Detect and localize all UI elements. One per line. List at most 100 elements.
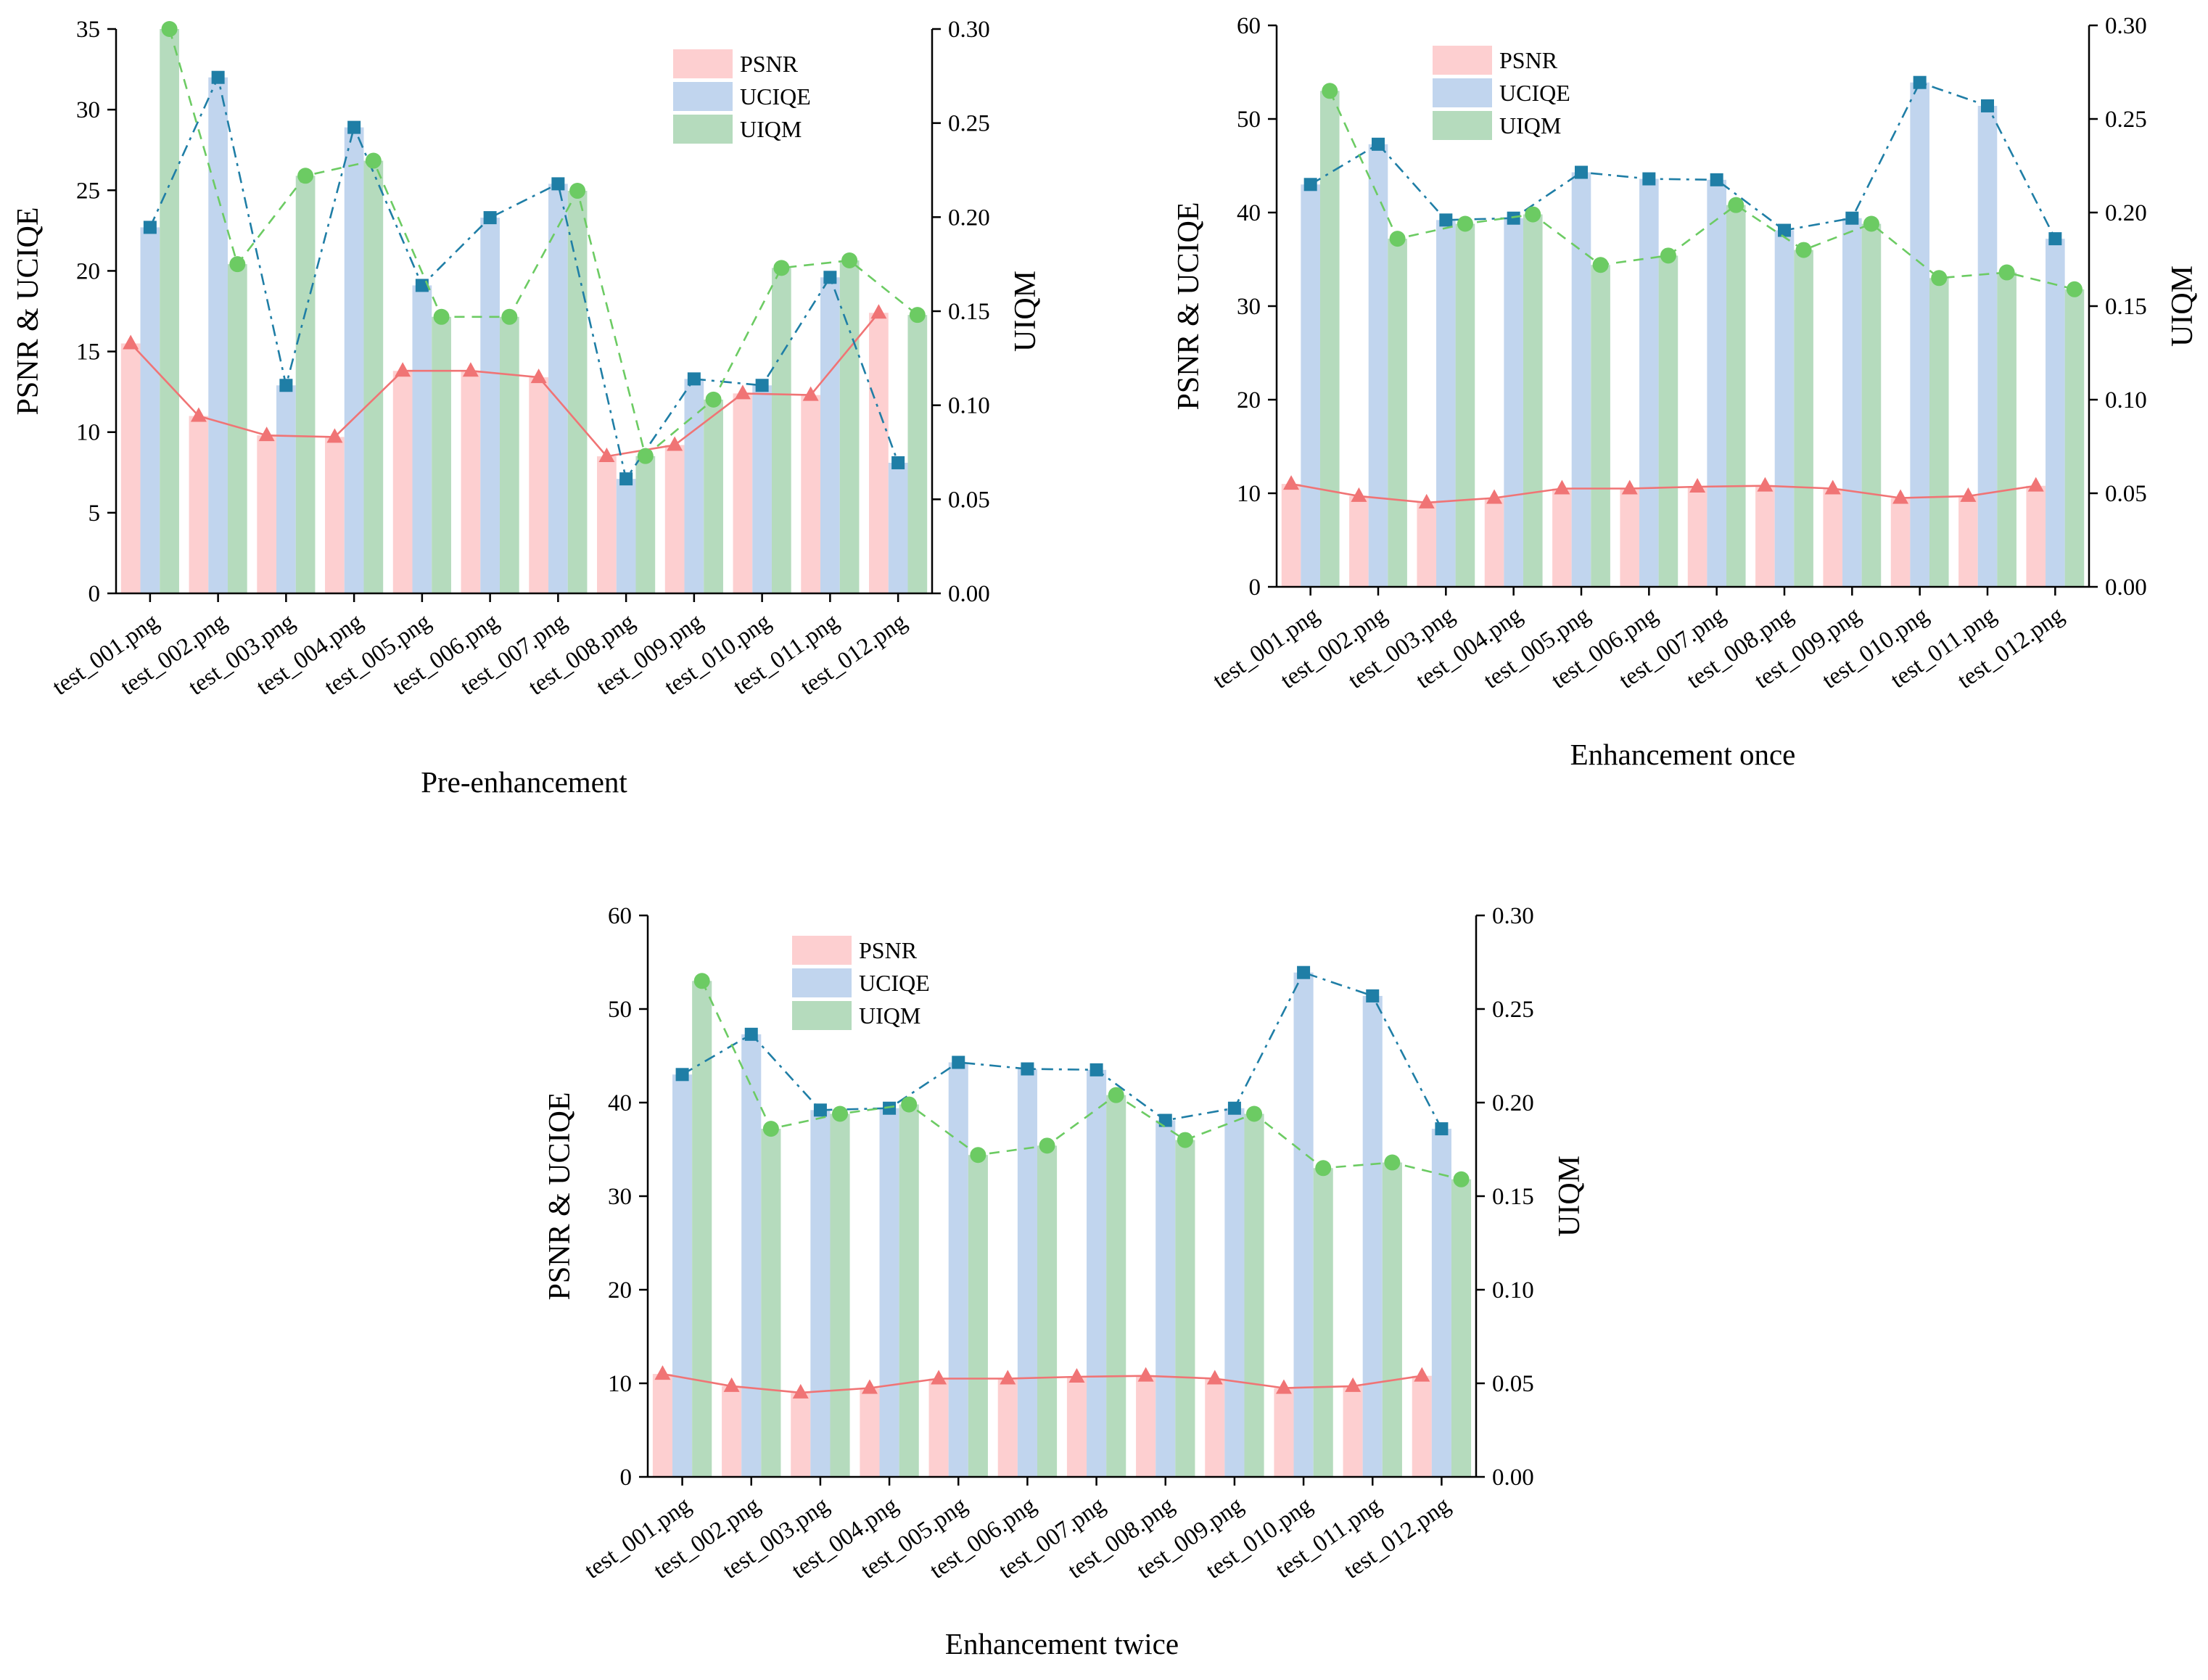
- y-left-tick-label: 25: [76, 178, 100, 204]
- psnr-bar: [1066, 1376, 1087, 1477]
- uiqm-bar: [839, 260, 860, 593]
- ucique-point: [1439, 213, 1453, 227]
- uiqm-point: [501, 308, 518, 325]
- ucique-bar: [684, 379, 704, 593]
- psnr-bar: [664, 445, 685, 593]
- uiqm-legend-swatch: [673, 115, 733, 144]
- uiqm-bar: [1106, 1095, 1126, 1477]
- psnr-bar: [529, 377, 549, 593]
- ucique-point: [211, 70, 225, 84]
- y-left-tick-label: 30: [1237, 294, 1261, 320]
- y-left-tick-label: 30: [608, 1184, 632, 1210]
- uiqm-point: [762, 1121, 779, 1137]
- psnr-point: [1486, 489, 1503, 504]
- y-right-tick-label: 0.30: [1492, 903, 1534, 929]
- y-axis-left-title: PSNR & UCIQE: [1172, 202, 1206, 410]
- uiqm-bar: [1523, 214, 1543, 588]
- ucique-bar: [810, 1110, 831, 1477]
- uiqm-point: [1246, 1105, 1263, 1122]
- y-left-tick-label: 5: [88, 501, 101, 527]
- uiqm-bar: [1658, 255, 1678, 587]
- ucique-legend-label: UCIQE: [859, 970, 930, 996]
- ucique-point: [483, 211, 497, 225]
- uiqm-bar: [567, 191, 588, 593]
- psnr-bar: [1343, 1385, 1363, 1477]
- uiqm-point: [1592, 257, 1609, 273]
- psnr-point: [1689, 477, 1706, 493]
- y-right-tick-label: 0.10: [1492, 1277, 1534, 1304]
- ucique-point: [675, 1068, 689, 1082]
- uiqm-bar: [1861, 223, 1882, 587]
- psnr-legend-label: PSNR: [1499, 47, 1558, 73]
- psnr-bar: [1412, 1375, 1432, 1477]
- ucique-bar: [1774, 230, 1795, 587]
- ucique-point: [1507, 211, 1520, 225]
- ucique-point: [1158, 1113, 1172, 1127]
- psnr-line: [662, 1372, 1422, 1394]
- ucique-point: [1227, 1101, 1241, 1115]
- uiqm-bar: [1997, 272, 2017, 587]
- uiqm-line: [168, 28, 918, 458]
- uiqm-legend-swatch: [1433, 111, 1492, 140]
- ucique-point: [619, 472, 633, 486]
- y-right-tick-label: 0.25: [948, 111, 990, 137]
- psnr-bar: [722, 1385, 742, 1477]
- uiqm-point: [1389, 231, 1406, 247]
- psnr-point: [667, 436, 683, 451]
- ucique-legend-label: UCIQE: [740, 83, 811, 110]
- uiqm-point: [1322, 83, 1338, 99]
- ucique-bar: [752, 385, 772, 593]
- uiqm-point: [1384, 1154, 1401, 1171]
- uiqm-bar: [1726, 205, 1746, 587]
- uiqm-point: [2066, 281, 2083, 297]
- y-right-tick-label: 0.30: [948, 17, 990, 43]
- ucique-point: [1297, 965, 1311, 979]
- psnr-bar: [1823, 488, 1843, 587]
- psnr-point: [530, 368, 547, 384]
- psnr-bar: [1205, 1378, 1225, 1477]
- ucique-bar: [1224, 1108, 1245, 1477]
- uiqm-point: [773, 260, 790, 276]
- psnr-point: [931, 1370, 947, 1385]
- psnr-point: [1757, 477, 1774, 492]
- ucique-bar: [1362, 995, 1383, 1477]
- psnr-point: [1000, 1370, 1016, 1385]
- psnr-point: [1824, 479, 1841, 495]
- ucique-bar: [1301, 184, 1320, 588]
- psnr-point: [723, 1377, 740, 1392]
- x-axis-title: Pre-enhancement: [421, 765, 627, 799]
- psnr-bar: [597, 456, 617, 593]
- uiqm-bar: [1451, 1179, 1472, 1477]
- psnr-legend-swatch: [792, 936, 852, 965]
- uiqm-bar: [2064, 289, 2085, 587]
- ucique-bar: [1431, 1129, 1451, 1477]
- psnr-bar: [860, 1388, 880, 1477]
- uiqm-bar: [1037, 1145, 1058, 1477]
- ucique-bar: [140, 227, 160, 593]
- psnr-point: [792, 1383, 809, 1399]
- uiqm-bar: [1244, 1113, 1264, 1477]
- y-axis-left-title: PSNR & UCIQE: [12, 207, 45, 415]
- uiqm-point: [297, 168, 314, 184]
- y-left-tick-label: 10: [76, 420, 100, 446]
- uiqm-point: [1315, 1160, 1332, 1177]
- ucique-bar: [412, 285, 432, 593]
- psnr-point: [1275, 1379, 1292, 1394]
- ucique-legend-swatch: [1433, 78, 1492, 107]
- y-right-tick-label: 0.05: [948, 487, 990, 513]
- ucique-line: [149, 74, 899, 482]
- psnr-bar: [120, 343, 141, 593]
- ucique-point: [551, 177, 565, 191]
- psnr-bar: [791, 1392, 811, 1477]
- psnr-bar: [869, 313, 889, 593]
- psnr-bar: [1484, 498, 1504, 587]
- uiqm-point: [1177, 1132, 1193, 1148]
- ucique-bar: [672, 1074, 693, 1477]
- ucique-bar: [1087, 1069, 1107, 1477]
- uiqm-bar: [635, 456, 656, 593]
- y-right-tick-label: 0.00: [948, 581, 990, 607]
- uiqm-point: [229, 256, 246, 273]
- uiqm-point: [1453, 1171, 1470, 1187]
- ucique-point: [813, 1103, 827, 1117]
- uiqm-legend-label: UIQM: [1499, 112, 1561, 139]
